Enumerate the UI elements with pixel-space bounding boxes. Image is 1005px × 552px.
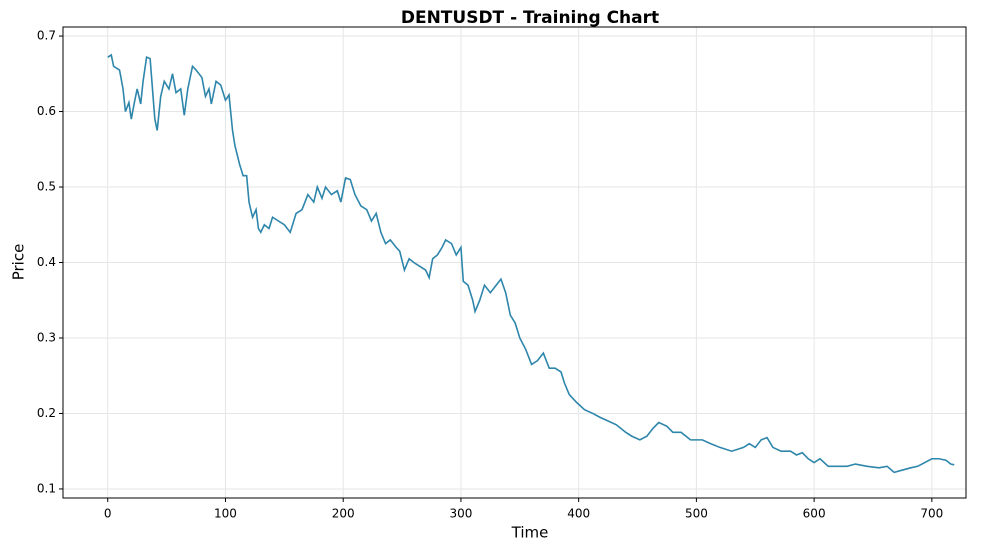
- y-tick-label: 0.6: [37, 104, 56, 118]
- y-axis-label: Price: [10, 244, 28, 281]
- x-tick-label: 600: [803, 507, 826, 521]
- x-tick-label: 200: [332, 507, 355, 521]
- plot-frame: [62, 26, 967, 499]
- x-tick-label: 700: [920, 507, 943, 521]
- x-tick-label: 300: [449, 507, 472, 521]
- y-tick-label: 0.3: [37, 330, 56, 344]
- x-tick-label: 400: [567, 507, 590, 521]
- price-line: [107, 53, 955, 474]
- x-axis-label: Time: [511, 524, 549, 542]
- x-tick-label: 500: [685, 507, 708, 521]
- x-tick-label: 0: [104, 507, 112, 521]
- y-tick-label: 0.7: [37, 29, 56, 43]
- chart-title: DENTUSDT - Training Chart: [401, 8, 659, 28]
- y-tick-label: 0.5: [37, 180, 56, 194]
- y-tick-label: 0.4: [37, 255, 56, 269]
- y-tick-label: 0.2: [37, 406, 56, 420]
- x-tick-label: 100: [214, 507, 237, 521]
- y-tick-label: 0.1: [37, 481, 56, 495]
